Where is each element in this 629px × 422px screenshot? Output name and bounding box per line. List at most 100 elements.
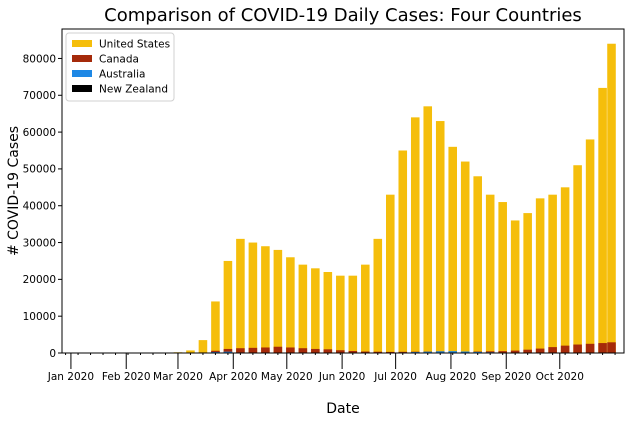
y-tick-label: 0: [49, 348, 56, 360]
bar-canada: [510, 350, 520, 353]
bar-united-states: [323, 272, 333, 353]
bar-canada: [348, 350, 358, 353]
bar-united-states: [510, 220, 520, 353]
bar-canada: [236, 348, 245, 353]
bar-australia: [223, 351, 233, 353]
bar-united-states: [448, 146, 457, 353]
bar-united-states: [373, 238, 383, 353]
x-tick-label: Jul 2020: [373, 371, 417, 383]
bar-united-states: [485, 194, 495, 353]
y-tick-label: 30000: [23, 237, 56, 249]
x-tick-label: Jun 2020: [318, 371, 365, 383]
bar-united-states: [186, 350, 195, 353]
bar-united-states: [523, 213, 532, 353]
bar-united-states: [198, 340, 208, 353]
y-tick-label: 10000: [23, 311, 56, 323]
bar-united-states: [473, 176, 482, 353]
bar-canada: [585, 343, 595, 353]
bar-united-states: [348, 275, 358, 353]
x-axis-ticks: Jan 2020 Feb 2020 Mar 2020 Apr 2020 May 2020…: [47, 353, 616, 383]
bar-canada: [386, 351, 395, 353]
bar-canada: [523, 349, 532, 353]
bar-united-states: [435, 121, 445, 353]
legend-swatch-united-states: [72, 40, 92, 47]
legend-swatch-australia: [72, 70, 92, 77]
bar-canada: [298, 348, 308, 353]
y-tick-label: 40000: [23, 201, 56, 213]
bar-canada: [607, 342, 616, 353]
legend-swatch-canada: [72, 55, 92, 62]
bar-united-states: [410, 117, 420, 353]
bar-canada: [535, 348, 545, 353]
bar-united-states: [311, 268, 320, 353]
y-tick-label: 20000: [23, 274, 56, 286]
bar-australia: [473, 351, 482, 353]
x-tick-label: Feb 2020: [102, 371, 151, 383]
legend-swatch-new-zealand: [72, 85, 92, 92]
bar-united-states: [248, 242, 258, 353]
legend-label-new-zealand: New Zealand: [99, 84, 168, 96]
x-tick-label: Apr 2020: [209, 371, 257, 383]
bar-united-states: [460, 161, 470, 353]
bar-canada: [548, 347, 557, 353]
x-tick-label: Aug 2020: [426, 371, 477, 383]
bar-australia: [460, 351, 470, 353]
legend-box: [65, 32, 175, 102]
bar-canada: [498, 351, 507, 353]
bar-canada: [373, 351, 383, 353]
bar-united-states: [548, 194, 557, 353]
bar-united-states: [498, 202, 507, 353]
y-tick-label: 70000: [23, 90, 56, 102]
x-tick-label: Jan 2020: [47, 371, 94, 383]
bar-canada: [273, 346, 283, 353]
bar-united-states: [398, 150, 408, 353]
x-tick-label: Sep 2020: [481, 371, 531, 383]
chart-title: Comparison of COVID-19 Daily Cases: Four…: [104, 5, 582, 26]
bar-united-states: [286, 257, 295, 353]
bar-canada: [261, 347, 270, 353]
bar-canada: [311, 348, 320, 353]
bar-canada: [361, 351, 370, 353]
legend-label-australia: Australia: [99, 69, 145, 81]
bar-united-states: [560, 187, 570, 353]
plot-frame: [61, 28, 625, 354]
y-axis-ticks: 0 10000 20000 30000 40000 50000 60000 70000 8000…: [23, 53, 62, 360]
bar-canada: [560, 345, 570, 353]
bar-united-states: [573, 165, 582, 353]
bar-united-states: [273, 249, 283, 353]
bar-canada: [336, 350, 345, 353]
bar-australia: [448, 351, 457, 353]
bar-united-states: [236, 238, 245, 353]
x-axis-label: Date: [326, 401, 359, 417]
bar-australia: [423, 351, 433, 353]
x-tick-label: Oct 2020: [536, 371, 584, 383]
bar-canada: [248, 347, 258, 353]
bar-canada: [286, 347, 295, 353]
bar-united-states: [361, 264, 370, 353]
bar-united-states: [585, 139, 595, 353]
bar-canada: [223, 348, 233, 353]
bar-united-states: [298, 264, 308, 353]
series-united-states: [173, 43, 616, 353]
bar-australia: [435, 351, 445, 353]
bar-united-states: [607, 43, 616, 353]
y-tick-label: 60000: [23, 127, 56, 139]
plot-area: [61, 28, 625, 354]
bar-united-states: [336, 275, 345, 353]
bar-canada: [598, 343, 607, 353]
bar-canada: [485, 351, 495, 353]
y-axis-label: # COVID-19 Cases: [6, 126, 22, 256]
bar-united-states: [211, 301, 220, 353]
bar-united-states: [423, 106, 433, 353]
bar-united-states: [535, 198, 545, 353]
y-tick-label: 80000: [23, 53, 56, 65]
legend-label-canada: Canada: [99, 54, 139, 66]
bar-united-states: [386, 194, 395, 353]
bar-united-states: [261, 246, 270, 353]
bar-canada: [573, 344, 582, 353]
bar-canada: [211, 350, 220, 353]
legend-label-united-states: United States: [99, 39, 170, 51]
bar-canada: [398, 351, 408, 353]
bar-canada: [323, 349, 333, 353]
